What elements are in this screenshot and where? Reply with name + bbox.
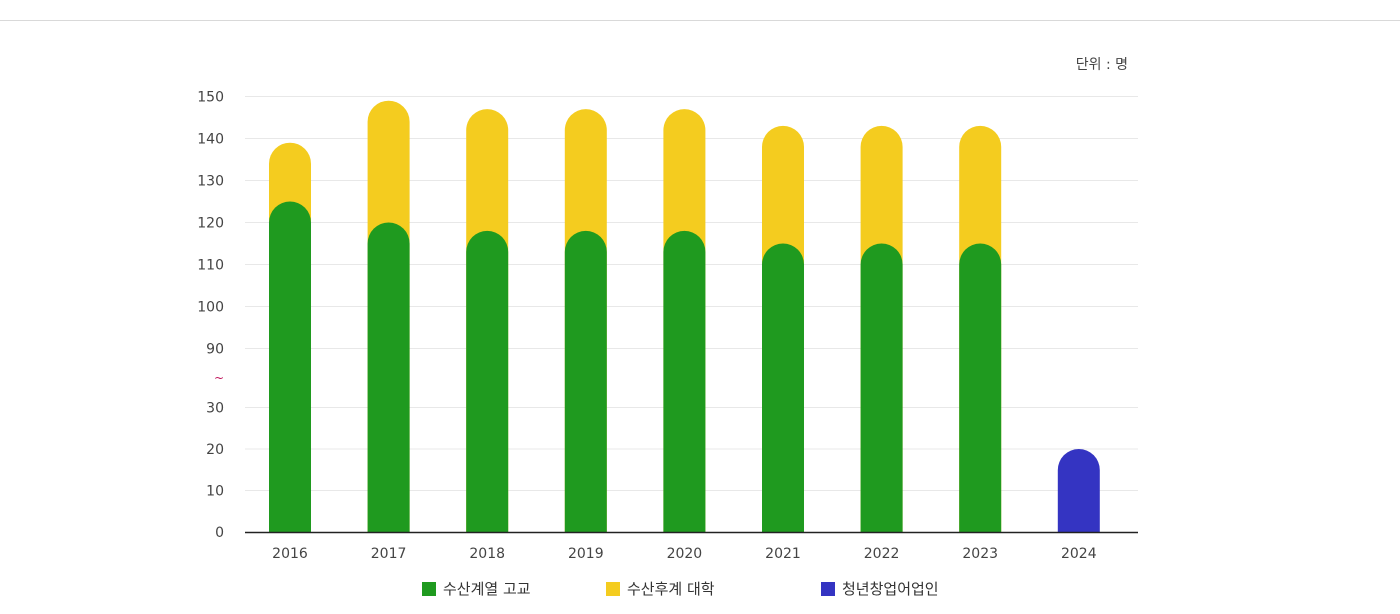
legend-swatch-young-fishers (821, 581, 835, 596)
bar-2017-series-0 (367, 222, 410, 533)
bar-2020-series-0 (663, 230, 706, 532)
y-tick-label-0: 0 (215, 525, 224, 541)
legend-swatch-university (606, 581, 620, 596)
x-tick-label-2023: 2023 (962, 546, 998, 562)
y-tick-label-110: 110 (197, 258, 224, 274)
legend: 수산계열 고교 수산후계 대학 청년창업어업인 (0, 578, 1400, 604)
bar-2023-series-0 (959, 243, 1002, 533)
y-tick-label-30: 30 (206, 401, 224, 417)
bar-2018-series-0 (466, 230, 509, 532)
x-tick-label-2016: 2016 (272, 546, 308, 562)
y-tick-label-150: 150 (197, 90, 224, 106)
bar-2016-series-0 (269, 201, 311, 533)
y-tick-label-140: 140 (197, 132, 224, 148)
x-tick-label-2018: 2018 (469, 546, 505, 562)
y-tick-label-90: 90 (206, 342, 224, 358)
legend-item-university: 수산후계 대학 (606, 578, 715, 599)
legend-item-high-school: 수산계열 고교 (422, 578, 531, 599)
y-tick-label-120: 120 (197, 216, 224, 232)
x-tick-label-2017: 2017 (371, 546, 407, 562)
legend-swatch-high-school (422, 581, 436, 596)
y-tick-label-100: 100 (197, 300, 224, 316)
bar-2019-series-0 (564, 230, 607, 532)
x-tick-label-2020: 2020 (667, 546, 703, 562)
x-tick-label-2024: 2024 (1061, 546, 1097, 562)
x-tick-label-2019: 2019 (568, 546, 604, 562)
x-tick-label-2021: 2021 (765, 546, 801, 562)
y-tick-label-20: 20 (206, 442, 224, 458)
y-tick-label-10: 10 (206, 484, 224, 500)
x-tick-label-2022: 2022 (864, 546, 900, 562)
bar-2021-series-0 (762, 243, 804, 533)
y-tick-label-130: 130 (197, 174, 224, 190)
top-divider (0, 20, 1400, 21)
legend-label-young-fishers: 청년창업어업인 (842, 580, 939, 598)
unit-label: 단위 : 명 (1075, 57, 1128, 73)
legend-label-high-school: 수산계열 고교 (443, 580, 531, 598)
bar-2024-series-2 (1057, 449, 1100, 532)
legend-item-young-fishers: 청년창업어업인 (821, 578, 939, 599)
legend-label-university: 수산후계 대학 (627, 580, 715, 598)
y-axis-break-label: ~ (214, 371, 224, 385)
bar-2022-series-0 (860, 243, 903, 533)
